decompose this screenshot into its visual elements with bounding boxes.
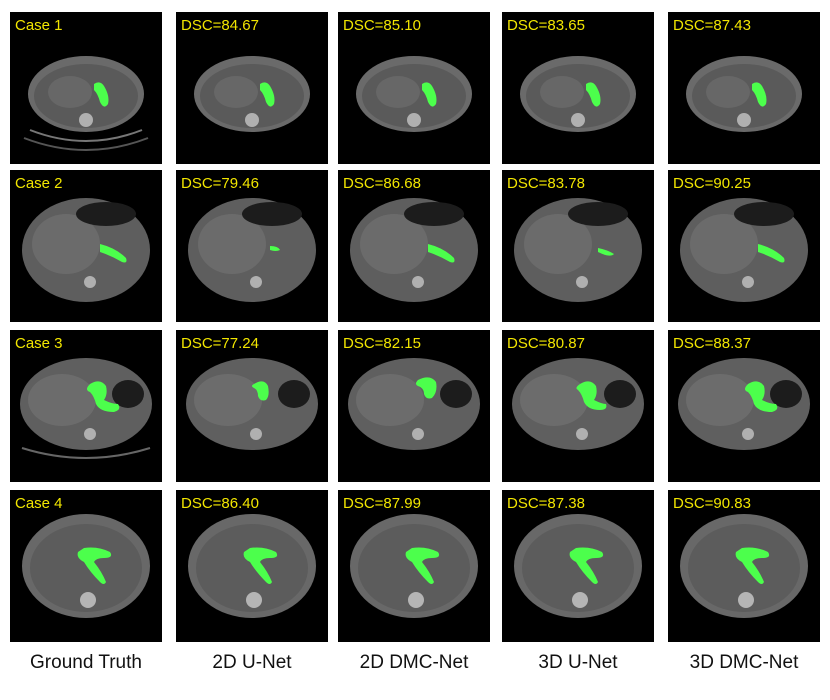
ct-slice-image [350, 198, 478, 302]
ct-slice-image [23, 56, 149, 151]
case-label: Case 4 [15, 495, 63, 512]
ct-slice-image [188, 198, 316, 302]
ct-slice-image [512, 358, 644, 450]
ct-slice-image [514, 514, 642, 618]
panel-case4-3d-dmc-net: DSC=90.83 [668, 490, 820, 642]
panel-case3-2d-dmc-net: DSC=82.15 [338, 330, 490, 482]
dsc-score: DSC=90.25 [673, 175, 751, 192]
panel-case2-2d-dmc-net: DSC=86.68 [338, 170, 490, 322]
dsc-score: DSC=84.67 [181, 17, 259, 34]
panel-case1-2d-dmc-net: DSC=85.10 [338, 12, 490, 164]
dsc-score: DSC=90.83 [673, 495, 751, 512]
ct-slice-image [520, 56, 636, 132]
ct-slice-image [680, 514, 808, 618]
dsc-score: DSC=83.78 [507, 175, 585, 192]
dsc-score: DSC=85.10 [343, 17, 421, 34]
ct-slice-image [188, 514, 316, 618]
dsc-score: DSC=82.15 [343, 335, 421, 352]
ct-slice-image [514, 198, 642, 302]
dsc-score: DSC=86.68 [343, 175, 421, 192]
panel-case2-3d-dmc-net: DSC=90.25 [668, 170, 820, 322]
ct-slice-image [678, 358, 810, 450]
ct-slice-image [356, 56, 472, 132]
dsc-score: DSC=86.40 [181, 495, 259, 512]
panel-case1-3d-unet: DSC=83.65 [502, 12, 654, 164]
panel-case2-2d-unet: DSC=79.46 [176, 170, 328, 322]
case-label: Case 3 [15, 335, 63, 352]
column-title-ground-truth: Ground Truth [30, 652, 142, 673]
panel-case1-ground-truth: Case 1 [10, 12, 162, 164]
panel-case4-3d-unet: DSC=87.38 [502, 490, 654, 642]
panel-case4-2d-dmc-net: DSC=87.99 [338, 490, 490, 642]
dsc-score: DSC=80.87 [507, 335, 585, 352]
panel-case3-2d-unet: DSC=77.24 [176, 330, 328, 482]
panel-case1-2d-unet: DSC=84.67 [176, 12, 328, 164]
column-title-2d-unet: 2D U-Net [212, 652, 292, 673]
case-label: Case 1 [15, 17, 63, 34]
panel-case3-3d-unet: DSC=80.87 [502, 330, 654, 482]
panel-case1-3d-dmc-net: DSC=87.43 [668, 12, 820, 164]
dsc-score: DSC=87.43 [673, 17, 751, 34]
dsc-score: DSC=87.38 [507, 495, 585, 512]
dsc-score: DSC=88.37 [673, 335, 751, 352]
panel-case4-ground-truth: Case 4 [10, 490, 162, 642]
panel-case2-3d-unet: DSC=83.78 [502, 170, 654, 322]
ct-slice-image [22, 514, 150, 618]
case-label: Case 2 [15, 175, 63, 192]
column-title-3d-dmc-net: 3D DMC-Net [689, 652, 799, 673]
dsc-score: DSC=79.46 [181, 175, 259, 192]
dsc-score: DSC=83.65 [507, 17, 585, 34]
panel-case2-ground-truth: Case 2 [10, 170, 162, 322]
ct-slice-image [194, 56, 310, 132]
ct-slice-image [186, 358, 318, 450]
ct-slice-image [350, 514, 478, 618]
dsc-score: DSC=87.99 [343, 495, 421, 512]
ct-slice-image [348, 358, 480, 450]
ct-slice-image [686, 56, 802, 132]
column-title-3d-unet: 3D U-Net [538, 652, 618, 673]
ct-slice-image [20, 358, 152, 459]
dsc-score: DSC=77.24 [181, 335, 259, 352]
panel-case3-ground-truth: Case 3 [10, 330, 162, 482]
ct-slice-image [680, 198, 808, 302]
panel-case4-2d-unet: DSC=86.40 [176, 490, 328, 642]
ct-slice-image [22, 198, 150, 302]
panel-case3-3d-dmc-net: DSC=88.37 [668, 330, 820, 482]
column-title-2d-dmc-net: 2D DMC-Net [359, 652, 469, 673]
